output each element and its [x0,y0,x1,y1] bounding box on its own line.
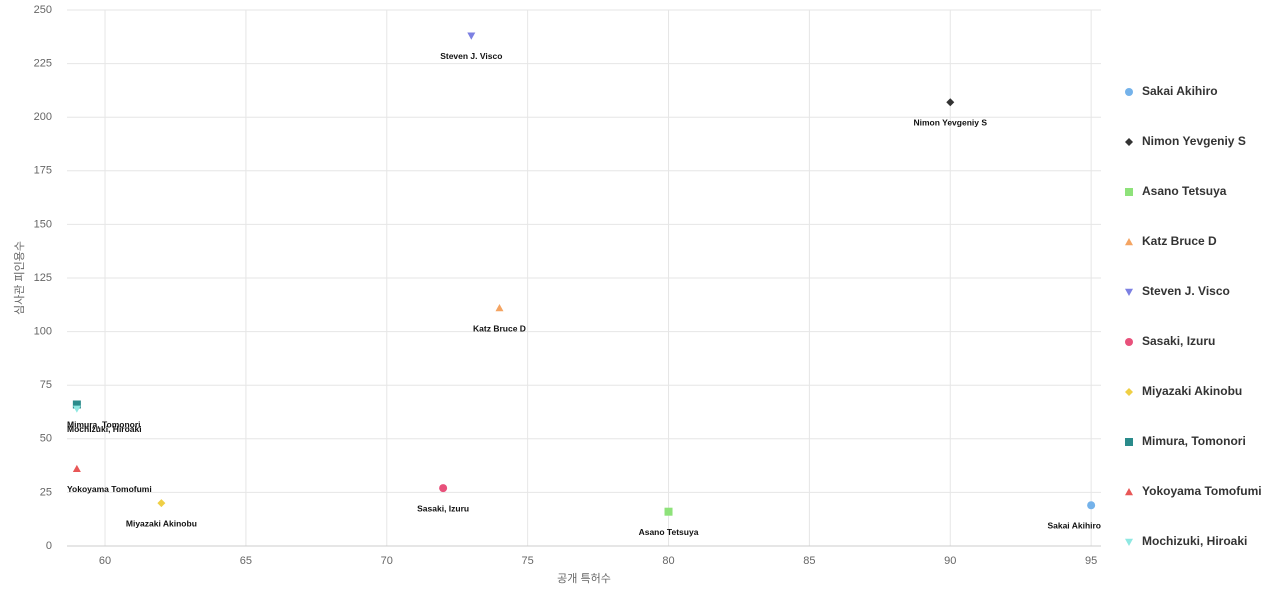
x-axis-title: 공개 특허수 [557,572,611,585]
x-tick-label: 95 [1085,555,1097,567]
y-tick-label: 25 [40,486,52,498]
data-label: Sakai Akihiro [1047,521,1101,531]
legend-label: Miyazaki Akinobu [1142,384,1242,398]
y-tick-label: 75 [40,379,52,391]
legend-marker [1125,288,1133,296]
point [72,405,81,413]
point [157,499,166,508]
y-tick-label: 175 [34,165,52,177]
legend-label: Mimura, Tomonori [1142,434,1246,448]
legend-label: Katz Bruce D [1142,234,1217,248]
point [1087,501,1096,510]
data-label: Katz Bruce D [473,323,526,333]
legend-marker [1125,338,1133,346]
data-label: Steven J. Visco [440,51,502,61]
legend-marker [1125,388,1133,396]
y-tick-label: 200 [34,111,52,123]
legend-label: Asano Tetsuya [1142,184,1227,198]
data-label: Mimura, Tomonori [67,420,141,430]
legend-marker [1125,488,1133,496]
data-label: Yokoyama Tomofumi [67,484,152,494]
point [664,507,673,516]
x-tick-label: 85 [803,555,815,567]
y-axis-title: 심사관 피인용수 [13,241,26,315]
x-tick-label: 65 [240,555,252,567]
y-tick-label: 100 [34,326,52,338]
y-tick-label: 50 [40,433,52,445]
y-tick-label: 225 [34,58,52,70]
legend-marker [1125,138,1133,146]
point [467,32,476,40]
x-tick-label: 80 [662,555,674,567]
legend-label: Nimon Yevgeniy S [1142,134,1246,148]
y-tick-label: 250 [34,4,52,16]
legend-label: Mochizuki, Hiroaki [1142,534,1247,548]
y-tick-label: 150 [34,218,52,230]
legend-label: Steven J. Visco [1142,284,1230,298]
legend-label: Sakai Akihiro [1142,84,1218,98]
x-tick-label: 90 [944,555,956,567]
point [72,400,81,409]
legend-marker [1125,188,1133,196]
legend-label: Yokoyama Tomofumi [1142,484,1262,498]
point [946,98,955,107]
data-label: Sasaki, Izuru [417,503,469,513]
legend-marker [1125,538,1133,546]
legend-marker [1125,238,1133,246]
legend-marker [1125,438,1133,446]
point [495,304,504,312]
data-label: Miyazaki Akinobu [126,518,197,528]
legend-label: Sasaki, Izuru [1142,334,1215,348]
point [439,484,448,493]
point [72,464,81,473]
data-label: Mochizuki, Hiroaki [67,424,142,434]
data-label: Nimon Yevgeniy S [913,117,987,127]
y-tick-label: 0 [46,540,52,552]
x-tick-label: 60 [99,555,111,567]
x-tick-label: 70 [381,555,393,567]
data-label: Asano Tetsuya [639,527,699,537]
y-tick-label: 125 [34,272,52,284]
x-tick-label: 75 [522,555,534,567]
legend-marker [1125,88,1133,96]
